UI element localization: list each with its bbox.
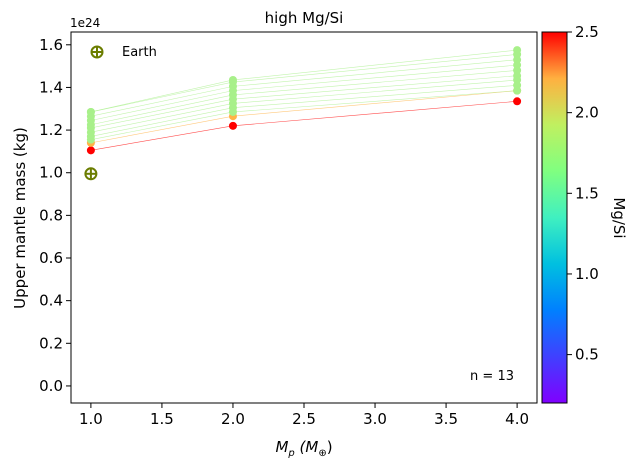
- x-axis-ticks: 1.0 1.5 2.0 2.5 3.0 3.5 4.0: [79, 403, 529, 428]
- y-axis-label: Upper mantle mass (kg): [11, 127, 29, 309]
- colorbar-tick-label: 1.0: [575, 265, 599, 283]
- colorbar-label: Mg/Si: [610, 197, 628, 238]
- x-label-sub: p: [287, 448, 294, 459]
- series-points: [86, 46, 522, 155]
- chart-title: high Mg/Si: [265, 9, 344, 27]
- y-multiplier: 1e24: [70, 16, 100, 30]
- series-line: [90, 79, 518, 133]
- series-line: [90, 64, 518, 121]
- y-axis-ticks: 0.0 0.2 0.4 0.6 0.8 1.0 1.2 1.4 1.6: [39, 36, 71, 395]
- y-tick-label: 1.4: [39, 78, 63, 96]
- legend-earth-marker-icon: [90, 45, 104, 59]
- x-tick-label: 1.0: [79, 410, 103, 428]
- data-point: [228, 121, 237, 130]
- data-point: [86, 146, 95, 155]
- series-lines: [90, 49, 518, 151]
- earth-symbol-icon: [90, 45, 104, 59]
- x-tick-label: 2.0: [221, 410, 245, 428]
- data-point: [513, 97, 522, 106]
- y-tick-label: 0.0: [39, 377, 63, 395]
- series-line: [90, 54, 518, 113]
- series-line: [90, 100, 518, 151]
- y-tick-label: 1.2: [39, 121, 63, 139]
- x-label-unit-open: (M: [295, 438, 319, 456]
- earth-symbol-icon: [84, 167, 98, 181]
- x-label-unit-sub: ⊕: [318, 448, 326, 459]
- legend-earth-label: Earth: [122, 45, 157, 60]
- gridless-plot-area: [70, 31, 538, 404]
- colorbar-tick-label: 2.5: [575, 23, 599, 41]
- x-tick-label: 1.5: [150, 410, 174, 428]
- colorbar-tick-label: 1.5: [575, 184, 599, 202]
- y-tick-label: 0.6: [39, 249, 63, 267]
- plot-frame: [70, 31, 538, 404]
- x-label-unit-close: ): [327, 438, 333, 456]
- y-tick-label: 1.6: [39, 36, 63, 54]
- y-tick-label: 1.0: [39, 164, 63, 182]
- y-tick-label: 0.4: [39, 292, 63, 310]
- x-tick-label: 3.5: [434, 410, 458, 428]
- y-tick-label: 0.2: [39, 334, 63, 352]
- legend: Earth: [90, 45, 157, 60]
- x-axis-label: Mp (M⊕): [275, 438, 332, 459]
- colorbar-tick-label: 0.5: [575, 346, 599, 364]
- x-tick-label: 4.0: [505, 410, 529, 428]
- y-tick-label: 0.8: [39, 206, 63, 224]
- colorbar-gradient: [541, 31, 568, 404]
- data-point: [228, 75, 237, 84]
- series-line: [90, 85, 518, 137]
- earth-data-marker: [84, 167, 98, 181]
- series-line: [90, 59, 518, 117]
- x-tick-label: 2.5: [292, 410, 316, 428]
- data-point: [513, 46, 522, 55]
- colorbar: 0.5 1.0 1.5 2.0 2.5 Mg/Si: [541, 23, 628, 404]
- colorbar-ticks: 0.5 1.0 1.5 2.0 2.5: [567, 23, 599, 364]
- sample-count-annotation: n = 13: [470, 369, 514, 384]
- x-label-main: M: [275, 438, 288, 456]
- data-point: [86, 107, 95, 116]
- colorbar-tick-label: 2.0: [575, 104, 599, 122]
- x-tick-label: 3.0: [363, 410, 387, 428]
